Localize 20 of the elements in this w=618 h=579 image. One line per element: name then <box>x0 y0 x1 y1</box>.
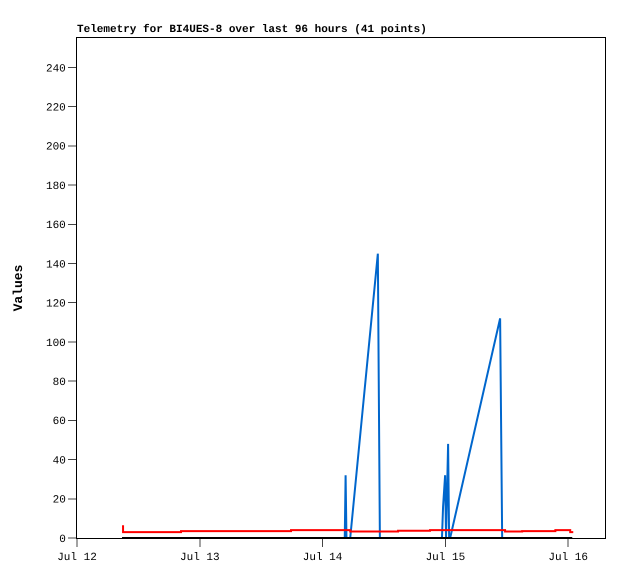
x-tick-label: Jul 14 <box>302 552 343 564</box>
y-tick-label: 80 <box>52 376 66 389</box>
y-tick-label: 180 <box>46 180 66 193</box>
y-tick-label: 60 <box>52 416 66 428</box>
y-tick-label: 0 <box>59 534 66 546</box>
y-tick-label: 160 <box>46 220 66 232</box>
y-tick-label: 240 <box>46 63 66 76</box>
x-tick-label: Jul 12 <box>57 552 97 564</box>
y-tick-label: 220 <box>46 102 66 114</box>
y-tick-label: 120 <box>46 298 66 311</box>
y-tick-label: 40 <box>52 455 66 468</box>
y-tick-label: 20 <box>52 494 66 507</box>
x-tick-label: Jul 13 <box>180 552 220 564</box>
y-tick-label: 200 <box>46 142 66 154</box>
chart-title: Telemetry for BI4UES-8 over last 96 hours (41 points) <box>77 23 427 36</box>
x-tick-label: Jul 15 <box>426 552 466 564</box>
y-tick-label: 100 <box>46 338 66 350</box>
x-tick-label: Jul 16 <box>548 552 588 564</box>
y-tick-label: 140 <box>46 259 66 272</box>
y-axis-title: Values <box>10 264 26 312</box>
